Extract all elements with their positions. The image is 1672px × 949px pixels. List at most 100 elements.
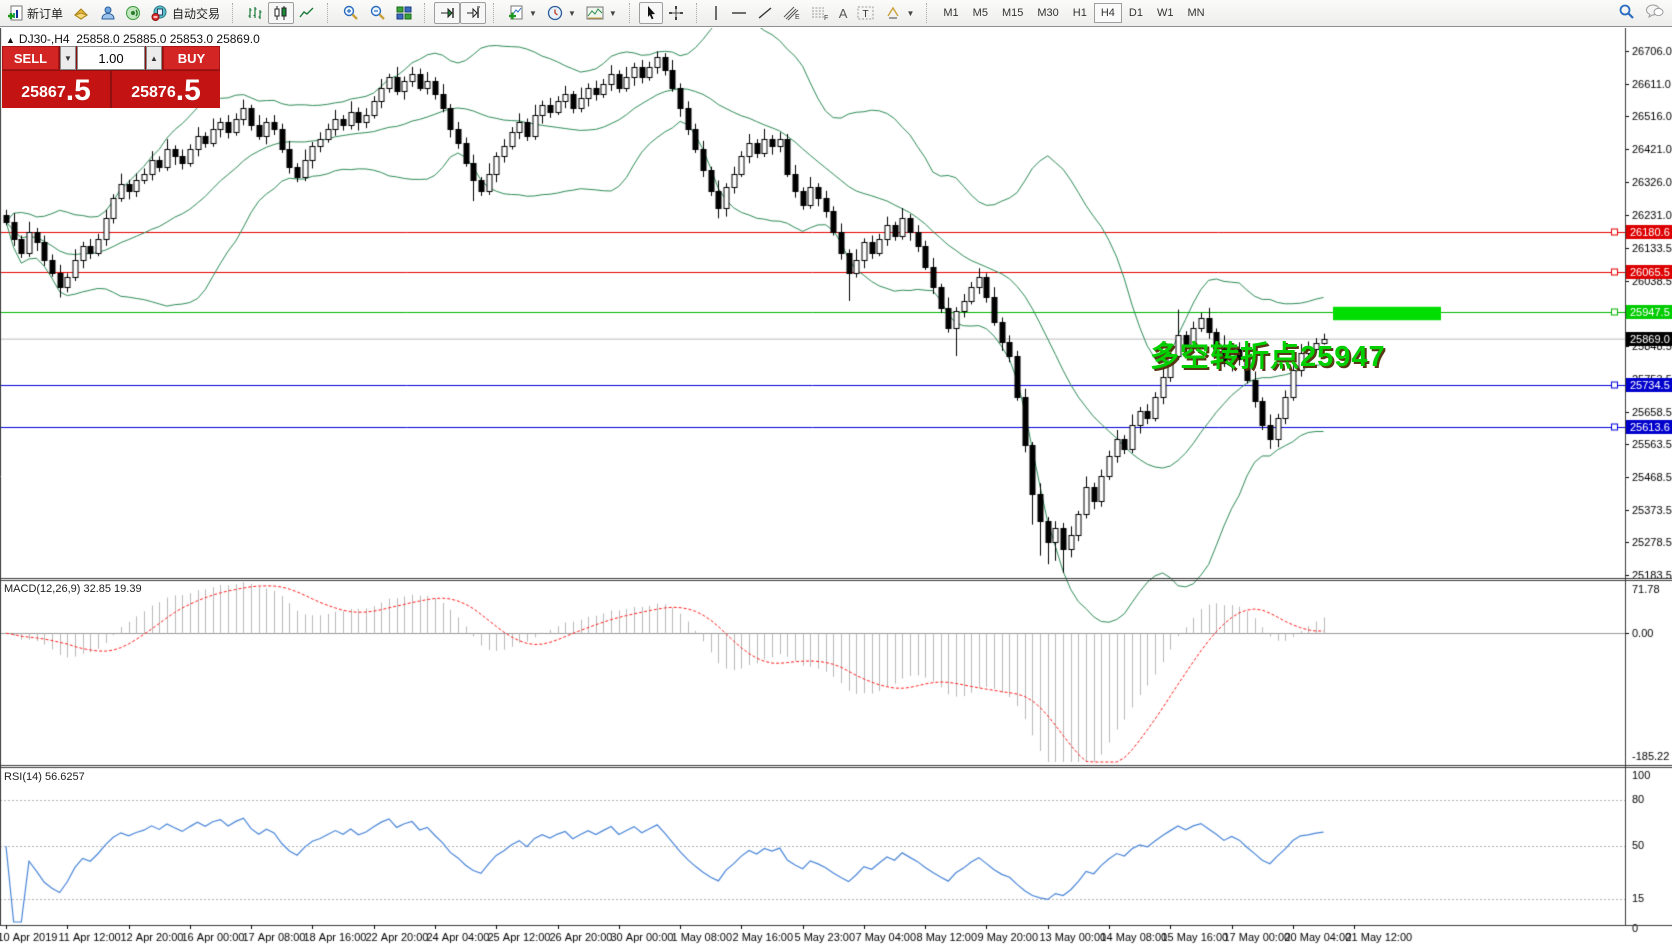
new-order-button[interactable]: 新订单 [2,2,68,24]
period-button[interactable]: ▼ [542,2,581,24]
buy-button[interactable]: BUY [163,46,220,70]
tab-timeframe-mn[interactable]: MN [1187,7,1205,19]
zoom-out-button[interactable] [364,2,391,24]
sell-button[interactable]: SELL [2,46,59,70]
dropdown-caret: ▼ [608,8,617,18]
auto-scroll-icon [439,5,455,21]
dropdown-caret: ▼ [529,8,537,18]
template-button[interactable]: ▼ [581,2,622,24]
toolbar: 新订单 自动交易 [0,0,1672,27]
macd-indicator-label: MACD(12,26,9) 32.85 19.39 [4,583,142,595]
chart-window: ▲ DJ30-,H4 25858.0 25885.0 25853.0 25869.… [0,28,1672,949]
toolbar-separator [232,3,237,23]
sell-price-fraction: .5 [65,74,91,107]
bar-chart-button[interactable] [242,2,268,24]
buy-price: 25876 [131,84,176,101]
text-tool-icon: A [838,5,848,21]
tab-timeframe-w1[interactable]: W1 [1156,7,1174,19]
autotrading-icon [151,5,168,21]
zoom-in-icon [342,5,359,21]
candlestick-chart-button[interactable] [268,2,295,24]
chart-shift-icon [465,5,481,21]
text-label-button[interactable]: T [852,2,880,24]
bar-chart-icon [247,5,263,21]
chart-ohlc-values: 25858.0 25885.0 25853.0 25869.0 [76,32,260,46]
new-order-icon [7,5,23,21]
toolbar-separator [327,3,332,23]
vertical-line-icon [711,5,721,21]
volume-decrease-button[interactable]: ▼ [60,46,76,70]
svg-text:E: E [795,14,800,21]
cursor-button[interactable] [638,2,663,24]
trendline-button[interactable] [752,2,778,24]
tab-timeframe-h4[interactable]: H4 [1093,3,1122,23]
fibonacci-button[interactable]: F [806,2,834,24]
toolbar-separator [493,3,498,23]
dropdown-caret: ▼ [567,8,576,18]
sell-price: 25867 [21,84,66,101]
channel-button[interactable]: E [778,2,806,24]
volume-increase-button[interactable]: ▲ [146,46,162,70]
toolbar-separator [926,3,931,23]
tab-timeframe-m5[interactable]: M5 [972,7,988,19]
profile-icon [99,5,115,21]
chart-text-annotation: 多空转折点25947 [1150,341,1386,373]
autotrading-label: 自动交易 [172,6,221,21]
zoom-in-button[interactable] [337,2,364,24]
volume-input[interactable]: 1.00 [77,46,145,70]
trendline-icon [757,5,773,21]
buy-price-panel[interactable]: 25876.5 [112,71,220,108]
one-click-trading-panel: SELL ▼ 1.00 ▲ BUY 25867.5 25876.5 [2,46,220,108]
add-indicator-icon [508,5,524,21]
cursor-icon [644,5,658,21]
chart-symbol: DJ30-,H4 [18,32,70,46]
tab-timeframe-m1[interactable]: M1 [943,7,959,19]
shapes-button[interactable]: ▼ [880,2,919,24]
buy-price-fraction: .5 [175,74,201,107]
tab-timeframe-m15[interactable]: M15 [1001,7,1024,19]
tab-timeframe-d1[interactable]: D1 [1128,7,1143,19]
auto-scroll-button[interactable] [434,2,461,24]
clock-icon [547,5,563,21]
candlestick-chart-icon [273,5,289,21]
autotrading-button[interactable]: 自动交易 [146,2,225,24]
chart-shift-button[interactable] [460,2,487,24]
tab-timeframe-m30[interactable]: M30 [1037,7,1059,19]
signals-button[interactable] [120,2,146,24]
chart-title: ▲ DJ30-,H4 25858.0 25885.0 25853.0 25869.… [6,32,260,46]
fibonacci-icon: F [811,5,829,21]
market-watch-button[interactable] [68,2,94,24]
chat-icon[interactable] [1645,3,1664,24]
horizontal-line-button[interactable] [726,2,752,24]
tile-windows-button[interactable] [391,2,417,24]
zoom-out-icon [369,5,386,21]
add-indicator-button[interactable]: ▼ [503,2,542,24]
sell-price-panel[interactable]: 25867.5 [2,71,110,108]
svg-text:T: T [863,9,869,20]
toolbar-separator [424,3,429,23]
crosshair-icon [668,5,684,21]
svg-text:F: F [824,15,828,21]
shapes-icon [885,5,901,21]
main-chart-canvas[interactable] [0,28,1672,949]
template-icon [586,5,604,21]
text-label-icon: T [857,5,875,21]
text-tool-button[interactable]: A [834,2,853,24]
signals-icon [125,5,141,21]
oneclick-collapse-icon[interactable]: ▲ [6,35,15,45]
horizontal-line-icon [731,5,747,21]
profile-button[interactable] [94,2,120,24]
search-icon[interactable] [1618,3,1635,24]
rsi-indicator-label: RSI(14) 56.6257 [4,771,85,783]
channel-icon: E [783,5,801,21]
toolbar-separator [695,3,701,23]
dropdown-caret: ▼ [906,8,915,18]
new-order-label: 新订单 [27,6,64,21]
tile-windows-icon [396,5,412,21]
vertical-line-button[interactable] [706,2,726,24]
crosshair-button[interactable] [663,2,689,24]
line-chart-button[interactable] [294,2,320,24]
tab-timeframe-h1[interactable]: H1 [1072,7,1087,19]
market-watch-icon [73,5,89,21]
line-chart-icon [299,5,315,21]
